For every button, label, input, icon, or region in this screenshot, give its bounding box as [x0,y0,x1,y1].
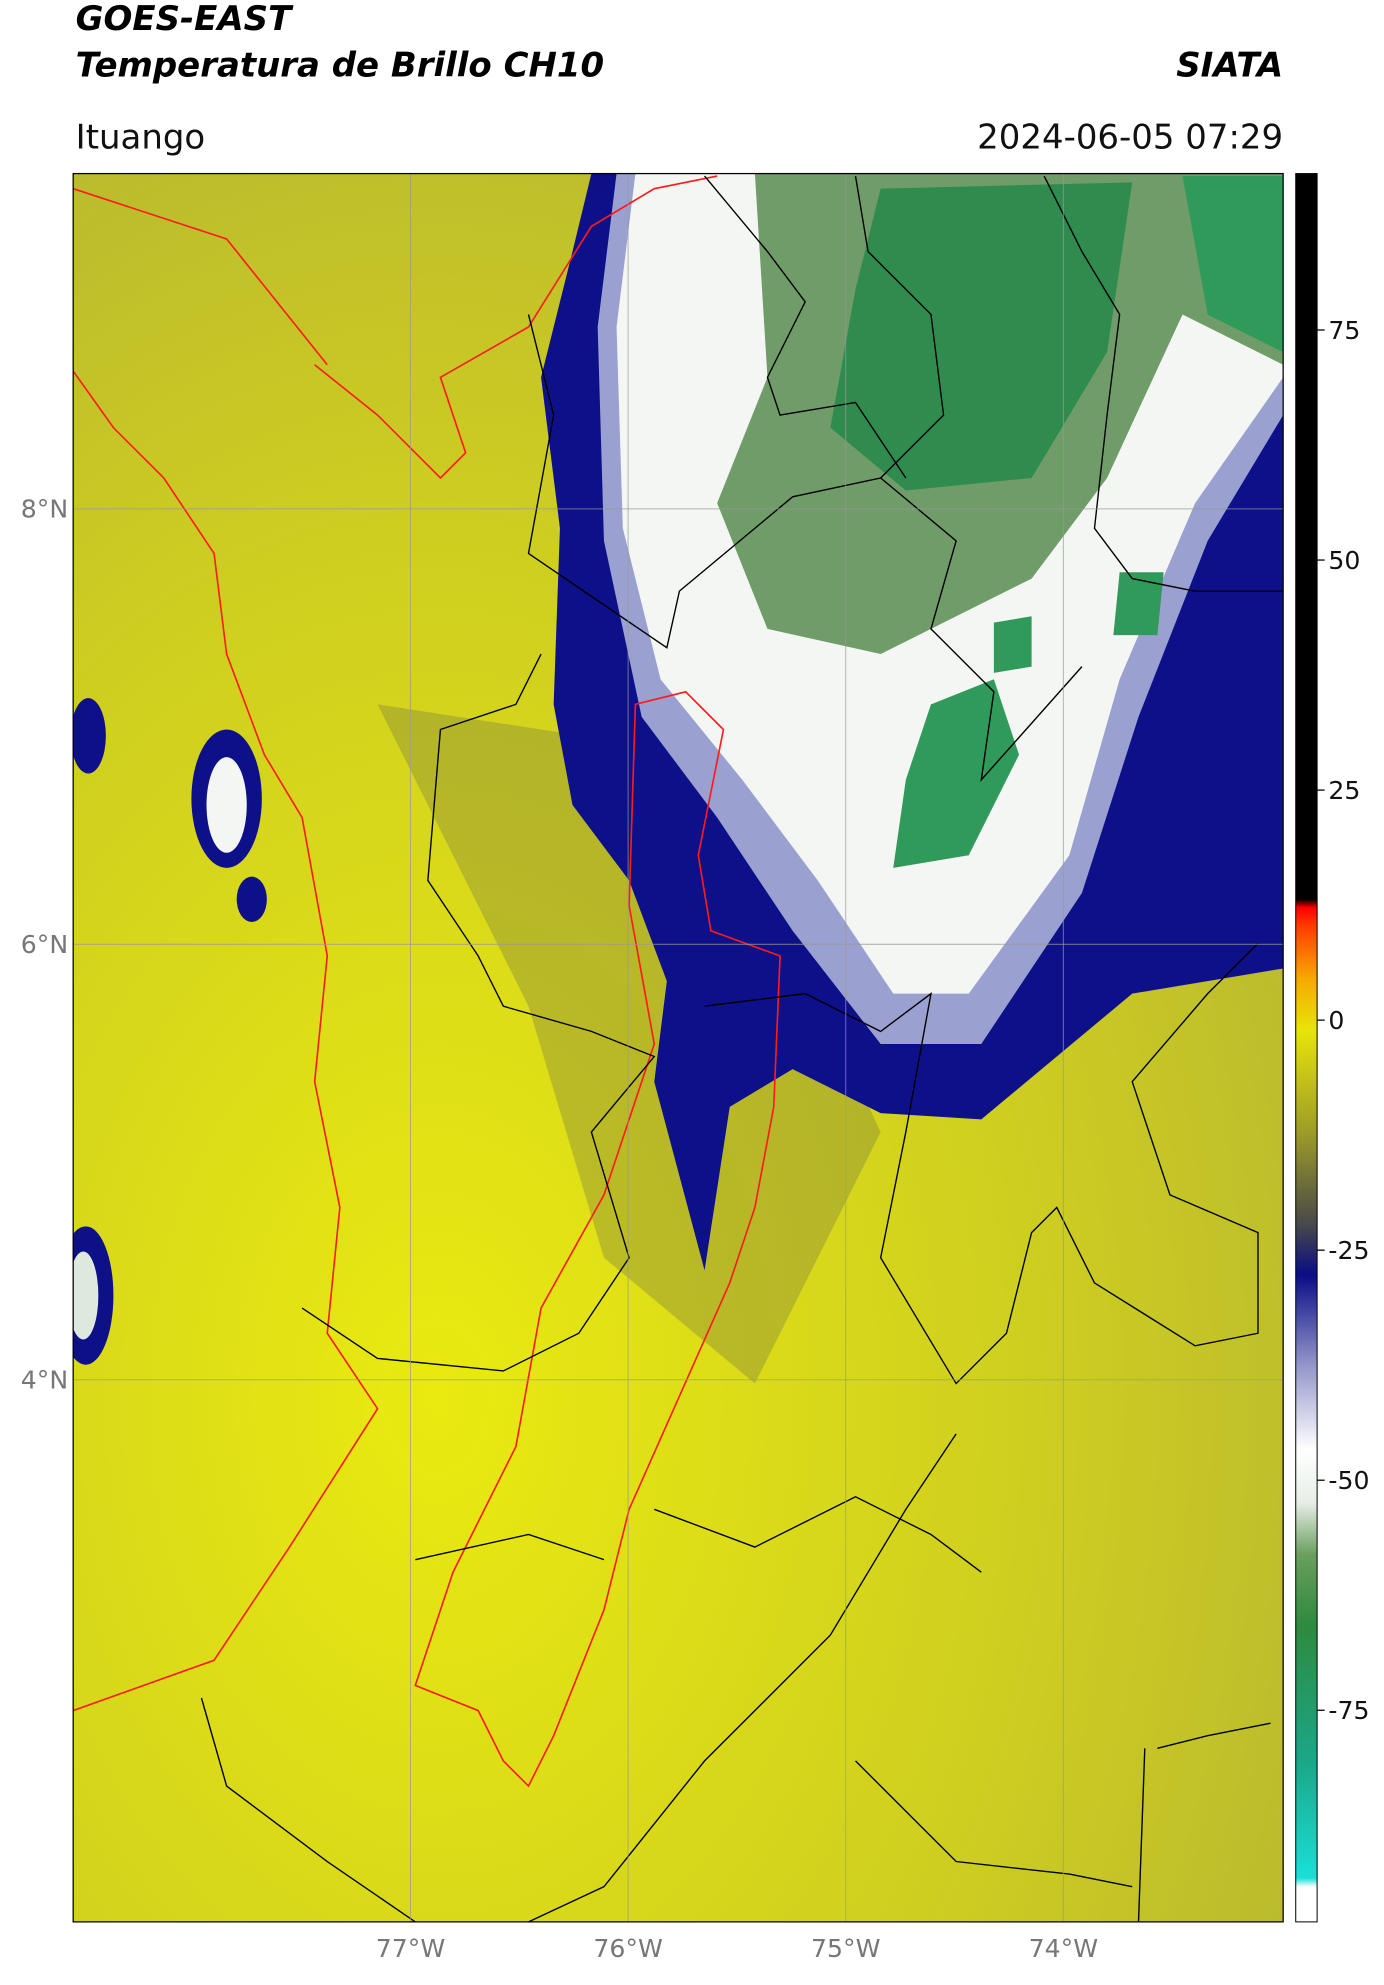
colorbar-tick-label: -25 [1328,1236,1369,1265]
grid [73,173,1284,1922]
x-tick-label: 77°W [376,1934,446,1963]
map-image [73,173,1284,1922]
y-tick-label: 8°N [21,495,68,524]
colorbar-tick-label: 25 [1328,776,1360,805]
map-frame [72,172,1284,1923]
title: GOES-EAST [76,0,294,39]
colorbar-tick-label: 0 [1328,1006,1344,1035]
y-tick-label: 4°N [21,1366,68,1395]
subtitle: Temperatura de Brillo CH10 [76,46,604,86]
x-tick-label: 75°W [811,1934,881,1963]
colorbar-tick-label: -75 [1328,1696,1369,1725]
x-tick-label: 74°W [1029,1934,1099,1963]
colorbar [1295,173,1318,1923]
colorbar-tick-label: -50 [1328,1466,1369,1495]
source: SIATA [1176,46,1283,86]
colorbar-tick-label: 75 [1328,316,1360,345]
datetime: 2024-06-05 07:29 [977,117,1283,157]
colorbar-tick-label: 50 [1328,546,1360,575]
y-tick-label: 6°N [21,930,68,959]
location: Ituango [76,117,206,157]
x-tick-label: 76°W [593,1934,663,1963]
